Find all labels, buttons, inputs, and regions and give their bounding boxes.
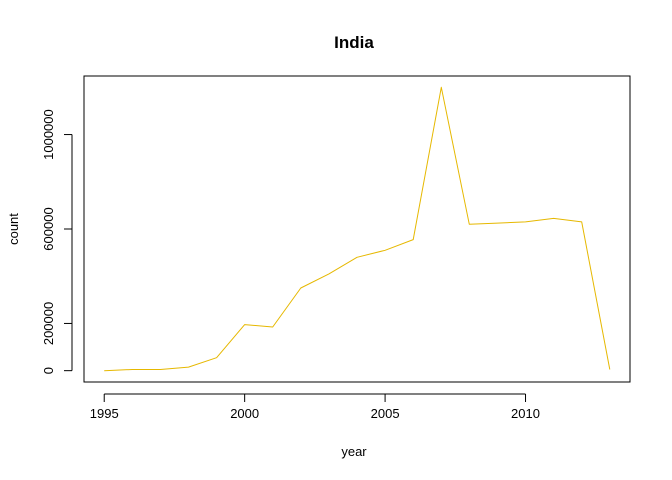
x-tick-label: 2000 [230, 406, 259, 421]
y-tick-label: 0 [41, 367, 56, 374]
plot-frame [83, 75, 631, 383]
x-tick-label: 2005 [371, 406, 400, 421]
x-axis-label: year [341, 444, 367, 459]
x-tick-label: 2010 [511, 406, 540, 421]
x-axis: 1995 2000 2005 2010 [90, 393, 540, 421]
y-axis-label: count [6, 213, 21, 245]
y-axis: 0 200000 600000 1000000 [41, 109, 73, 374]
y-tick-label: 200000 [41, 302, 56, 345]
series-layer [104, 86, 611, 372]
y-tick-label: 600000 [41, 207, 56, 250]
x-tick-label: 1995 [90, 406, 119, 421]
y-tick-label: 1000000 [41, 109, 56, 160]
chart-title: India [334, 33, 374, 52]
series-line [104, 86, 611, 372]
